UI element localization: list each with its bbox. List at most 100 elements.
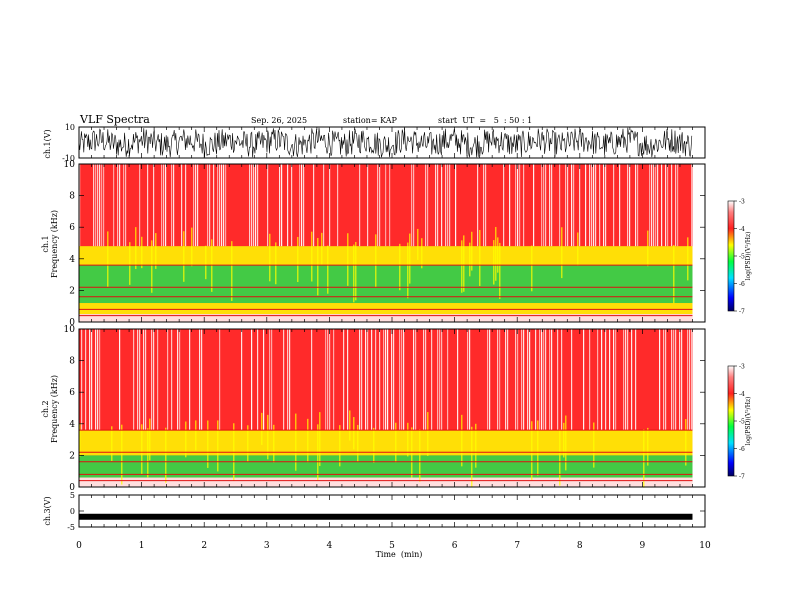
y-tick-label: -5 bbox=[67, 523, 75, 532]
ch1-spectrogram-streak bbox=[665, 164, 667, 247]
ch1-spectrogram-streak bbox=[123, 164, 125, 247]
ch2-spectrogram-streak bbox=[349, 410, 351, 441]
figure-date: Sep. 26, 2025 bbox=[251, 116, 307, 125]
ch2-spectrogram-streak bbox=[153, 329, 155, 431]
ch2-spectrogram-streak bbox=[609, 329, 611, 431]
ch2-spectrogram-streak bbox=[673, 329, 675, 431]
ch2-spectrogram-streak bbox=[681, 329, 683, 431]
ch1-spectrogram-streak bbox=[299, 164, 301, 247]
ch2-spectrogram-streak bbox=[177, 329, 179, 431]
y-tick-label: 6 bbox=[69, 388, 75, 398]
ch1-spectrogram-streak bbox=[417, 228, 419, 260]
ch2-spectrogram-streak bbox=[353, 417, 355, 450]
y-tick-label: 2 bbox=[69, 451, 75, 461]
ch1-spectrogram-streak bbox=[653, 164, 655, 247]
ch1-spectrogram-streak bbox=[635, 164, 637, 247]
ch1-spectrogram-streak bbox=[377, 164, 379, 247]
ch2-spectrogram-streak bbox=[415, 329, 417, 431]
time-tick-label: 0 bbox=[76, 541, 82, 551]
ch1-spectrogram-streak bbox=[165, 164, 167, 247]
ch2-spectrogram-streak bbox=[597, 329, 599, 431]
ch1-spectrogram-streak bbox=[139, 164, 141, 247]
y-tick-label: 8 bbox=[69, 357, 75, 367]
ch1-spectrogram-streak bbox=[399, 243, 401, 291]
ch2-spectrogram-streak bbox=[147, 428, 149, 478]
ch1-spectrogram-streak bbox=[437, 164, 439, 247]
ch2-spectrogram-streak bbox=[679, 329, 681, 431]
ch1-spectrogram-streak bbox=[651, 164, 653, 247]
ch1-spectrogram-streak bbox=[565, 164, 567, 247]
ch1-spectrogram-streak bbox=[691, 164, 693, 247]
ch1-colorbar-tick-label: -3 bbox=[739, 199, 745, 206]
ch2-colorbar-tick-label: -4 bbox=[739, 391, 745, 398]
ch1-spectrogram-streak bbox=[255, 164, 257, 247]
ch1-spectrogram-streak bbox=[291, 164, 293, 247]
ch1-spectrogram-streak bbox=[275, 242, 277, 285]
ch1-spectrogram-streak bbox=[353, 244, 355, 303]
ch2-spectrogram-streak bbox=[563, 422, 565, 458]
ch2-spectrogram-streak bbox=[217, 420, 219, 472]
ch3-waveform-panel: 5 0 -5 bbox=[67, 491, 706, 532]
ch1-waveform-ylabel: ch.1(V) bbox=[43, 129, 52, 158]
time-tick-label: 10 bbox=[699, 541, 711, 551]
ch1-spectrogram-streak bbox=[411, 164, 413, 247]
ch2-spectrogram-streak bbox=[295, 413, 297, 471]
ch2-spectrogram-streak bbox=[251, 329, 253, 431]
time-tick-label: 8 bbox=[577, 541, 583, 551]
ch2-spectrogram-streak bbox=[269, 329, 271, 431]
ch1-spectrogram-streak bbox=[515, 164, 517, 247]
ch1-spectrogram-streak bbox=[251, 164, 253, 247]
ch1-spectrogram-streak bbox=[117, 164, 119, 247]
ch1-spectrogram-streak bbox=[225, 164, 227, 247]
ch2-spectrogram-streak bbox=[157, 329, 159, 431]
ch2-spectrogram-streak bbox=[593, 422, 595, 468]
ch2-spectrogram-streak bbox=[431, 329, 433, 431]
ch1-spectrogram-streak bbox=[541, 164, 543, 247]
y-tick-label: 10 bbox=[64, 160, 76, 170]
ch2-spectrogram-streak bbox=[385, 329, 387, 431]
ch1-spectrogram-streak bbox=[269, 233, 271, 282]
ch1-spectrogram-streak bbox=[155, 233, 157, 269]
ch2-spectrogram-streak bbox=[329, 329, 331, 431]
ch1-spectrogram-streak bbox=[559, 164, 561, 247]
ch2-spectrogram-streak bbox=[663, 329, 665, 431]
ch2-spectrogram-streak bbox=[185, 421, 187, 458]
ch1-spectrogram-streak bbox=[207, 164, 209, 247]
ch1-spectrogram-band bbox=[79, 314, 693, 322]
ch2-spectrogram-streak bbox=[391, 329, 393, 431]
ch1-spectrogram-streak bbox=[671, 164, 673, 247]
y-tick-label: 2 bbox=[69, 286, 75, 296]
ch2-spectrogram-streak bbox=[537, 420, 539, 476]
ch2-spectrogram-streak bbox=[665, 329, 667, 431]
ch1-spectrogram-streak bbox=[477, 164, 479, 247]
ch1-spectrogram-streak bbox=[567, 164, 569, 247]
figure-station: station= KAP bbox=[343, 116, 398, 125]
ch1-spectrogram-streak bbox=[627, 164, 629, 247]
ch1-spectrogram-streak bbox=[613, 164, 615, 247]
ch2-spectrogram-streak bbox=[283, 329, 285, 431]
ch2-spectrogram-streak bbox=[139, 329, 141, 431]
ch2-spectrogram-streak bbox=[327, 329, 329, 431]
ch1-spectrogram-streak bbox=[197, 164, 199, 247]
ch1-colorbar-label: log(PSD)(V²/Hz) bbox=[745, 232, 752, 281]
ch1-spectrogram-streak bbox=[311, 231, 313, 282]
time-tick-label: 1 bbox=[139, 541, 145, 551]
ch2-spectrogram-streak bbox=[565, 415, 567, 471]
ch1-spectrogram-streak bbox=[677, 164, 679, 247]
ch1-spectrogram-streak bbox=[647, 230, 649, 267]
ch2-spectrogram-streak bbox=[529, 329, 531, 431]
ch2-spectrogram-streak bbox=[407, 422, 409, 457]
ch1-spectrogram-streak bbox=[279, 164, 281, 247]
ch1-colorbar-tick-label: -6 bbox=[739, 281, 745, 288]
ch1-spectrogram-streak bbox=[125, 164, 127, 247]
ch2-spectrogram-streak bbox=[457, 329, 459, 431]
ch1-spectrogram-streak bbox=[495, 226, 497, 281]
ch1-spectrogram-streak bbox=[531, 245, 533, 292]
ch2-spectrogram-streak bbox=[605, 329, 607, 431]
ch1-spectrogram-streak bbox=[661, 164, 663, 247]
time-axis-label: Time (min) bbox=[376, 550, 423, 559]
ch2-spectrogram-streak bbox=[499, 329, 501, 431]
ch2-spectrogram-streak bbox=[561, 329, 563, 431]
ch2-spectrogram-streak bbox=[273, 424, 275, 463]
ch2-spectrogram-streak bbox=[263, 329, 265, 431]
